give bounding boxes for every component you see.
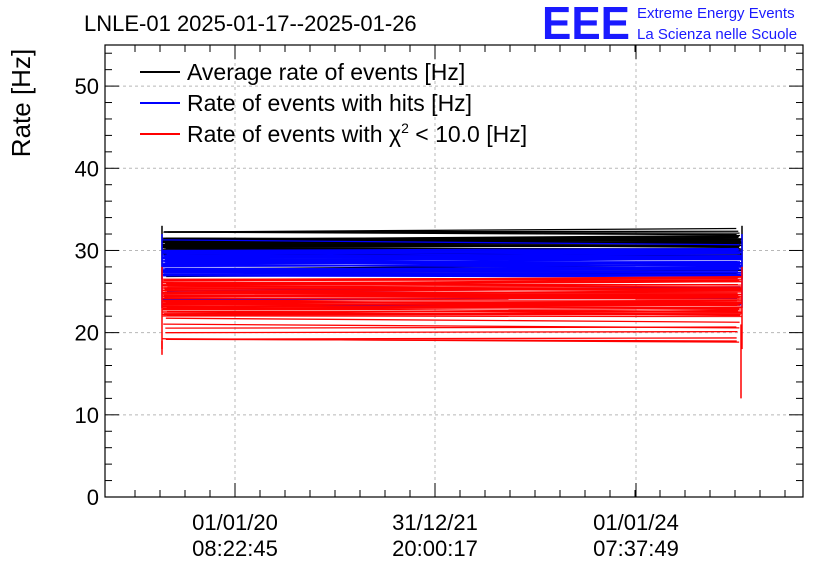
rate-band-line xyxy=(161,281,743,283)
logo-mark: EEE xyxy=(542,0,630,49)
y-axis: 0 10 20 30 40 50 xyxy=(75,52,803,510)
rate-band-line xyxy=(161,312,743,315)
rate-band-line xyxy=(161,302,743,306)
x-tick-label-1-time: 08:22:45 xyxy=(192,536,278,561)
rate-line xyxy=(165,330,738,334)
logo-line2: La Scienza nelle Scuole xyxy=(637,26,797,43)
y-tick-label-4: 40 xyxy=(75,156,99,181)
rate-band-line xyxy=(161,283,743,286)
x-tick-label-3-time: 07:37:49 xyxy=(593,536,679,561)
rate-band-line xyxy=(161,261,743,264)
rate-band-line xyxy=(161,293,743,296)
rate-line xyxy=(163,323,740,329)
x-tick-label-1-date: 01/01/20 xyxy=(192,510,278,535)
rate-band-line xyxy=(161,285,743,288)
rate-line xyxy=(163,275,739,278)
rate-band-line xyxy=(161,315,743,318)
rate-band-line xyxy=(161,237,743,240)
plot-frame xyxy=(104,44,804,498)
rate-band-line xyxy=(161,305,743,308)
legend-entry-chi2: Rate of events with χ2 < 10.0 [Hz] xyxy=(187,120,527,147)
rate-band-line xyxy=(161,252,743,255)
rate-line xyxy=(163,272,742,275)
rate-line xyxy=(166,337,737,340)
rate-band-line xyxy=(161,310,743,313)
rate-band-line xyxy=(161,264,743,268)
rate-band-line xyxy=(161,245,743,247)
y-tick-label-5: 50 xyxy=(75,74,99,99)
y-tick-label-1: 10 xyxy=(75,403,99,428)
legend-entry-hits: Rate of events with hits [Hz] xyxy=(187,90,472,116)
logo-line1: Extreme Energy Events xyxy=(637,5,795,22)
rate-line xyxy=(165,317,740,323)
y-tick-label-0: 0 xyxy=(87,485,99,510)
rate-line xyxy=(162,245,737,248)
rate-band-line xyxy=(161,257,743,260)
x-tick-label-2-date: 31/12/21 xyxy=(392,510,478,535)
rate-line xyxy=(163,277,738,281)
rate-band-line xyxy=(161,273,743,277)
legend: Average rate of events [Hz] Rate of even… xyxy=(140,59,527,147)
legend-entry-average: Average rate of events [Hz] xyxy=(187,59,465,85)
x-tick-labels: 01/01/20 08:22:45 31/12/21 20:00:17 01/0… xyxy=(192,510,679,561)
rate-line xyxy=(164,230,739,233)
chart-title: LNLE-01 2025-01-17--2025-01-26 xyxy=(84,11,417,36)
rate-band-line xyxy=(161,267,743,270)
rate-band-line xyxy=(161,277,743,280)
rate-band-line xyxy=(161,296,743,299)
eee-logo: EEE Extreme Energy Events La Scienza nel… xyxy=(542,0,797,49)
rate-band-line xyxy=(161,279,743,282)
x-tick-label-2-time: 20:00:17 xyxy=(392,536,478,561)
rate-line xyxy=(162,239,740,246)
y-axis-title: Rate [Hz] xyxy=(6,49,36,157)
x-axis-minor-ticks xyxy=(134,45,786,497)
y-tick-label-3: 30 xyxy=(75,238,99,263)
series-rate-chi2 xyxy=(161,266,743,399)
rate-band-line xyxy=(161,270,743,273)
rate-band-line xyxy=(161,302,743,304)
y-tick-label-2: 20 xyxy=(75,321,99,346)
rate-band-line xyxy=(161,240,743,243)
rate-band-line xyxy=(161,289,743,291)
rate-band-line xyxy=(161,254,743,258)
rate-band-line xyxy=(161,297,743,300)
rate-band-line xyxy=(161,286,743,289)
x-tick-label-3-date: 01/01/24 xyxy=(593,510,679,535)
